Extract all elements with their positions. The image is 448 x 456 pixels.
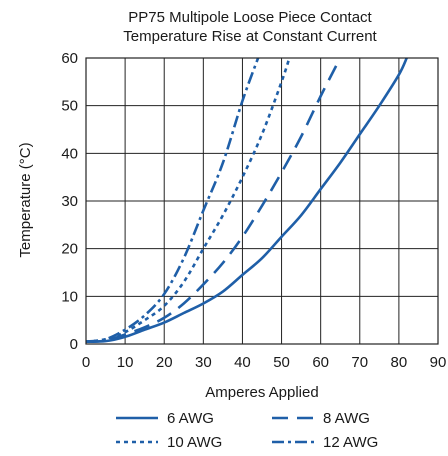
series-line-6-awg bbox=[85, 57, 408, 343]
x-tick-label: 70 bbox=[351, 354, 368, 371]
chart-title-line-1: PP75 Multipole Loose Piece Contact bbox=[128, 9, 372, 26]
y-tick-label: 60 bbox=[61, 50, 78, 67]
series-line-8-awg bbox=[85, 57, 342, 343]
x-tick-label: 20 bbox=[156, 354, 173, 371]
chart-title-line-2: Temperature Rise at Constant Current bbox=[123, 28, 377, 45]
x-tick-label: 30 bbox=[195, 354, 212, 371]
legend-label: 6 AWG bbox=[167, 410, 214, 427]
series-line-10-awg bbox=[85, 57, 291, 343]
y-tick-label: 30 bbox=[61, 193, 78, 210]
y-tick-label: 0 bbox=[70, 336, 78, 353]
legend-label: 8 AWG bbox=[323, 410, 370, 427]
legend-label: 12 AWG bbox=[323, 434, 378, 451]
x-axis-label: Amperes Applied bbox=[205, 384, 318, 401]
legend: 6 AWG 8 AWG 10 AWG 12 AWG bbox=[116, 410, 378, 451]
y-tick-label: 10 bbox=[61, 288, 78, 305]
x-tick-label: 90 bbox=[430, 354, 447, 371]
y-tick-label: 40 bbox=[61, 145, 78, 162]
x-tick-label: 50 bbox=[273, 354, 290, 371]
y-tick-label: 20 bbox=[61, 241, 78, 258]
series-lines bbox=[85, 57, 408, 343]
tick-labels: 0 10 20 30 40 50 60 70 80 90 0 10 20 30 40 50 60 bbox=[61, 50, 446, 371]
y-tick-label: 50 bbox=[61, 98, 78, 115]
x-tick-label: 0 bbox=[82, 354, 90, 371]
x-tick-label: 40 bbox=[234, 354, 251, 371]
series-line-12-awg bbox=[85, 57, 260, 343]
x-tick-label: 10 bbox=[117, 354, 134, 371]
y-axis-label: Temperature (°C) bbox=[17, 142, 34, 257]
legend-label: 10 AWG bbox=[167, 434, 222, 451]
grid bbox=[85, 57, 439, 345]
x-tick-label: 60 bbox=[312, 354, 329, 371]
x-tick-label: 80 bbox=[391, 354, 408, 371]
plot-frame bbox=[85, 57, 439, 345]
